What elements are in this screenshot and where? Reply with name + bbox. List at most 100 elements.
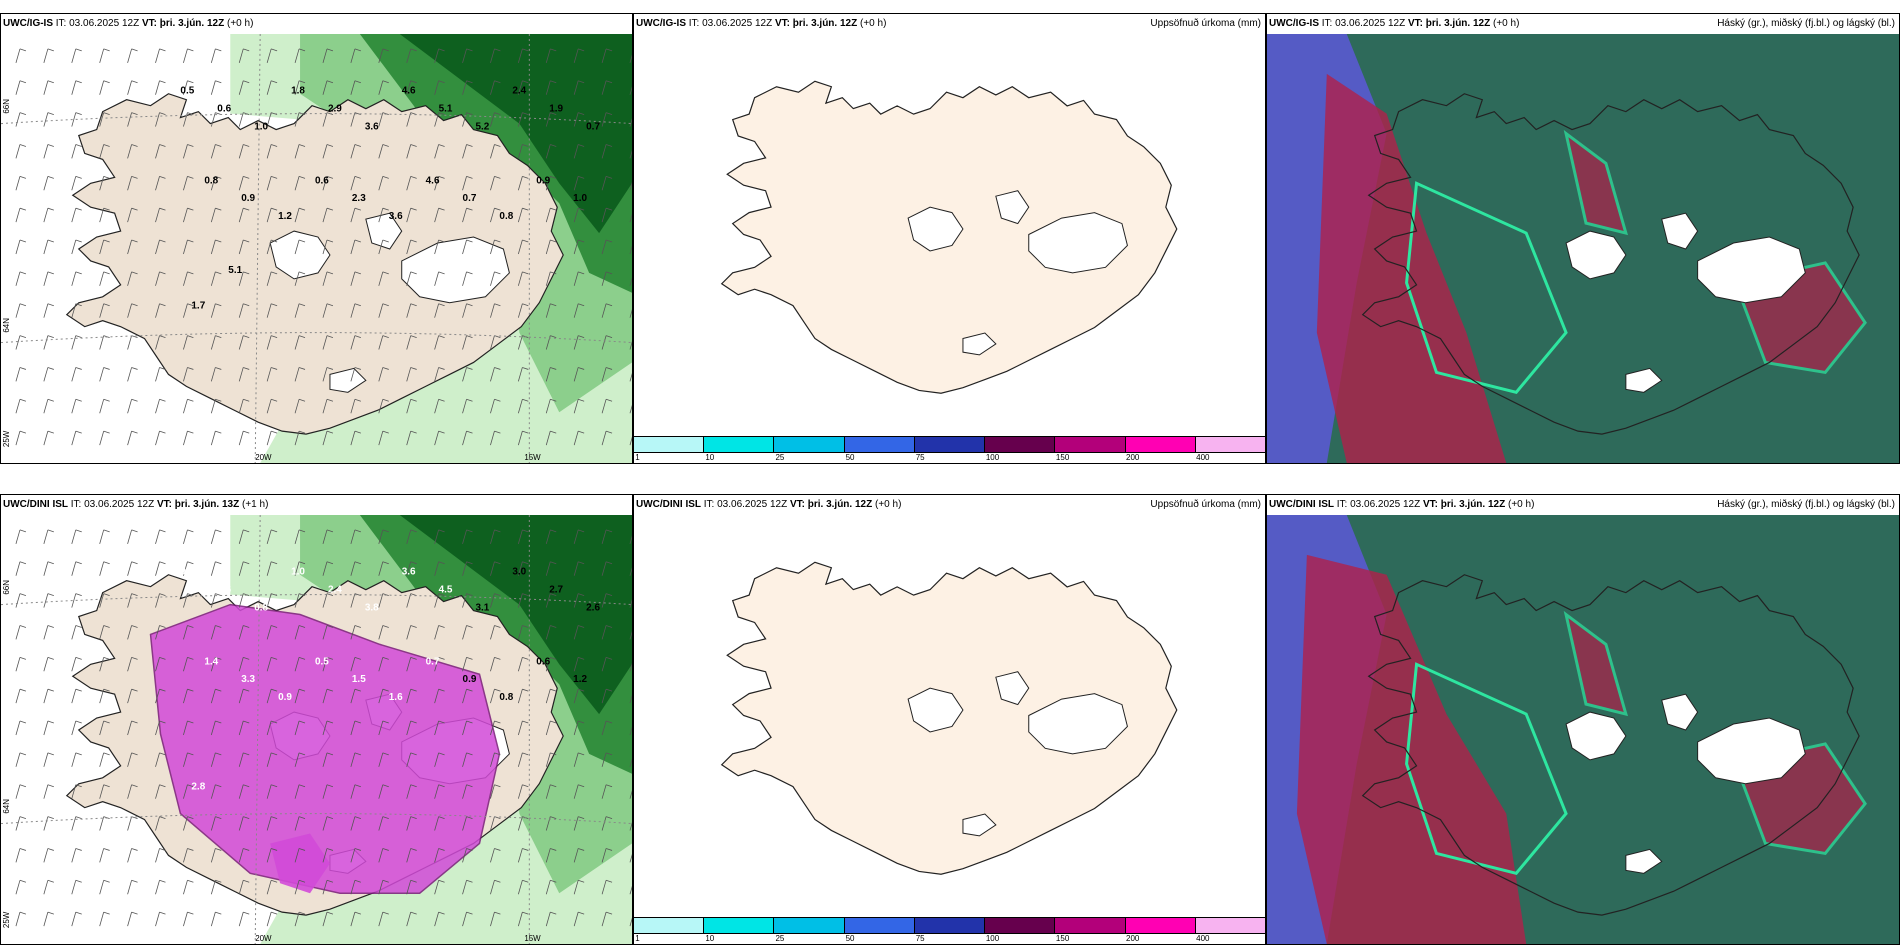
precip-map (634, 34, 1265, 436)
precip-value-label: 0.7 (463, 193, 477, 204)
lat-64-label: 64N (2, 799, 11, 814)
precip-value-label: 0.8 (499, 692, 513, 703)
lead-time: (+0 h) (875, 499, 902, 510)
panel-header: UWC/IG-IS IT: 03.06.2025 12Z VT: þri. 3.… (634, 14, 1265, 34)
precip-value-label: 2.7 (549, 585, 563, 596)
precip-value-label: 0.8 (254, 603, 268, 614)
precip-value-label: 0.6 (315, 175, 329, 186)
precip-value-label: 5.2 (475, 122, 489, 133)
lon-25-label: 25W (2, 911, 11, 928)
colorbar-tick-label: 150 (1055, 934, 1070, 943)
colorbar-swatch (1195, 437, 1265, 452)
init-time: IT: 03.06.2025 12Z (688, 18, 773, 29)
panel-header: UWC/DINI ISL IT: 03.06.2025 12Z VT: þri.… (1267, 495, 1899, 515)
colorbar-swatch (985, 918, 1056, 933)
model-name: UWC/IG-IS (1269, 18, 1319, 29)
valid-label: VT: (156, 499, 172, 510)
precip-value-label: 0.6 (217, 585, 231, 596)
lon-15-label: 15W (524, 934, 541, 943)
colorbar-swatch (704, 918, 775, 933)
init-time: IT: 03.06.2025 12Z (70, 499, 155, 510)
precip-map (634, 515, 1265, 917)
precip-value-label: 3.6 (402, 567, 416, 578)
precip-value-label: 1.9 (549, 104, 563, 115)
precip-value-label: 5.1 (228, 265, 242, 276)
lon-15-label: 15W (524, 453, 541, 462)
valid-label: VT: (774, 18, 790, 29)
colorbar-tick-label: 200 (1126, 453, 1140, 462)
model-name: UWC/DINI ISL (1269, 499, 1334, 510)
valid-time: þri. 3.jún. 12Z (807, 499, 873, 510)
precip-value-label: 3.0 (512, 567, 526, 578)
colorbar-swatch (914, 918, 986, 933)
colorbar-swatch (844, 918, 915, 933)
valid-time: þri. 3.jún. 13Z (174, 499, 240, 510)
colorbar-swatch (634, 437, 705, 452)
precip-value-label: 2.4 (328, 585, 342, 596)
precip-value-label: 1.0 (573, 193, 587, 204)
precip-value-label: 1.4 (204, 656, 218, 667)
panel-clouds-dini: UWC/DINI ISL IT: 03.06.2025 12Z VT: þri.… (1266, 494, 1900, 945)
wind-precip-map: 66N 64N 25W 20W 15W 0.3 0.6 0.8 1.0 2.4 3.8 3.6 4.5 3… (1, 515, 632, 944)
wind-precip-map: 66N 64N 25W 20W 15W 0.5 0.6 1.0 1.8 2.9 3.6 4.6 5.1 5… (1, 34, 632, 463)
precip-value-label: 4.5 (439, 585, 453, 596)
colorbar-swatch (1195, 918, 1265, 933)
precip-value-label: 3.6 (365, 122, 379, 133)
precip-value-label: 0.7 (586, 122, 600, 133)
colorbar-swatch (1125, 437, 1196, 452)
colorbar-swatch (634, 918, 705, 933)
colorbar-swatch (914, 437, 986, 452)
precip-value-label: 0.3 (180, 567, 194, 578)
colorbar-tick-label: 75 (915, 453, 925, 462)
precip-value-label: 1.5 (352, 674, 366, 685)
colorbar-tick-label: 10 (705, 934, 715, 943)
valid-time: þri. 3.jún. 12Z (1440, 499, 1506, 510)
colorbar-tick-label: 100 (985, 453, 1000, 462)
colorbar-tick-label: 10 (705, 453, 715, 462)
panel-header: UWC/IG-IS IT: 03.06.2025 12Z VT: þri. 3.… (1267, 14, 1899, 34)
model-name: UWC/DINI ISL (636, 499, 701, 510)
precip-value-label: 2.3 (352, 193, 366, 204)
precip-value-label: 2.6 (586, 603, 600, 614)
colorbar-tick-label: 75 (915, 934, 925, 943)
colorbar (634, 436, 1265, 453)
lead-time: (+1 h) (242, 499, 269, 510)
map-area: 66N 64N 25W 20W 15W 0.5 0.6 1.0 1.8 2.9 3.6 4.6 5.1 5… (1, 34, 632, 463)
panel-header: UWC/DINI ISL IT: 03.06.2025 12Z VT: þri.… (1, 495, 632, 515)
precip-value-label: 0.8 (204, 175, 218, 186)
colorbar-swatch (774, 437, 845, 452)
precip-value-label: 0.8 (499, 211, 513, 222)
init-time: IT: 03.06.2025 12Z (1321, 18, 1406, 29)
panel-wind-precip-dini: UWC/DINI ISL IT: 03.06.2025 12Z VT: þri.… (0, 494, 633, 945)
panel-clouds-ig: UWC/IG-IS IT: 03.06.2025 12Z VT: þri. 3.… (1266, 13, 1900, 464)
precip-value-label: 0.9 (536, 175, 550, 186)
lat-66-label: 66N (2, 99, 11, 114)
precip-value-label: 5.1 (439, 104, 453, 115)
field-title: Uppsöfnuð úrkoma (mm) (1150, 18, 1261, 29)
precip-value-label: 1.7 (191, 301, 205, 312)
precip-value-label: 0.9 (463, 674, 477, 685)
model-name: UWC/IG-IS (636, 18, 686, 29)
precip-value-label: 1.0 (254, 122, 268, 133)
colorbar-tick-label: 200 (1126, 934, 1140, 943)
valid-label: VT: (141, 18, 157, 29)
precip-value-label: 2.4 (512, 86, 526, 97)
precip-value-label: 0.9 (278, 692, 292, 703)
map-area: 66N 64N 25W 20W 15W 0.3 0.6 0.8 1.0 2.4 3.8 3.6 4.5 3… (1, 515, 632, 944)
colorbar-tick-label: 50 (845, 934, 855, 943)
lead-time: (+0 h) (227, 18, 254, 29)
colorbar-tick-label: 1 (635, 934, 640, 943)
colorbar-tick-label: 400 (1196, 453, 1210, 462)
valid-label: VT: (1407, 18, 1423, 29)
precip-value-label: 2.9 (328, 104, 342, 115)
lat-64-label: 64N (2, 318, 11, 333)
panel-header: UWC/DINI ISL IT: 03.06.2025 12Z VT: þri.… (634, 495, 1265, 515)
precip-value-label: 2.8 (191, 782, 205, 793)
colorbar-tick-label: 100 (985, 934, 1000, 943)
colorbar (634, 917, 1265, 934)
colorbar-ticks: 1 10 25 50 75 100 150 200 400 (634, 934, 1265, 944)
init-time: IT: 03.06.2025 12Z (703, 499, 788, 510)
colorbar-swatch (1055, 918, 1126, 933)
model-name: UWC/DINI ISL (3, 499, 68, 510)
field-title: Háský (gr.), miðský (fj.bl.) og lágský (… (1717, 499, 1895, 510)
